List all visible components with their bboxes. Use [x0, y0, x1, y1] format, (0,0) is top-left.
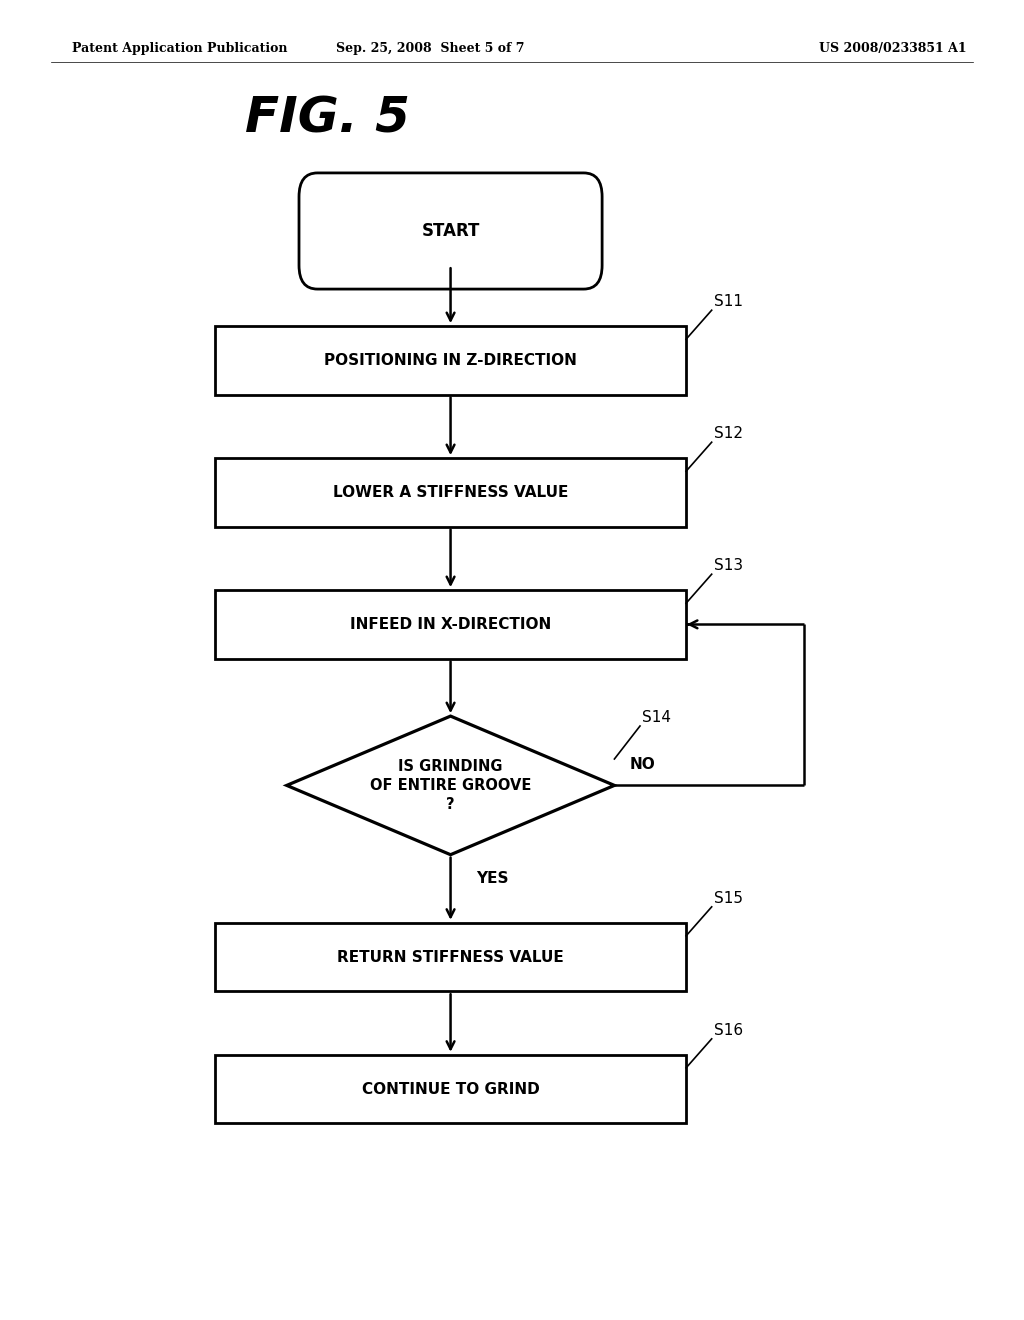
Bar — [215, 590, 686, 659]
Text: S11: S11 — [714, 294, 742, 309]
Text: IS GRINDING
OF ENTIRE GROOVE
?: IS GRINDING OF ENTIRE GROOVE ? — [370, 759, 531, 812]
Bar — [215, 1055, 686, 1123]
Text: S12: S12 — [714, 426, 742, 441]
Text: NO: NO — [630, 758, 655, 772]
Text: S15: S15 — [714, 891, 742, 906]
Text: S14: S14 — [642, 710, 671, 725]
Text: FIG. 5: FIG. 5 — [245, 95, 411, 143]
Bar — [215, 923, 686, 991]
Text: YES: YES — [476, 871, 509, 886]
Text: POSITIONING IN Z-DIRECTION: POSITIONING IN Z-DIRECTION — [325, 352, 577, 368]
Text: US 2008/0233851 A1: US 2008/0233851 A1 — [819, 42, 967, 55]
Text: S13: S13 — [714, 558, 742, 573]
Bar — [215, 326, 686, 395]
Bar — [215, 458, 686, 527]
Text: Sep. 25, 2008  Sheet 5 of 7: Sep. 25, 2008 Sheet 5 of 7 — [336, 42, 524, 55]
Text: START: START — [421, 222, 480, 240]
Text: RETURN STIFFNESS VALUE: RETURN STIFFNESS VALUE — [337, 949, 564, 965]
Text: S16: S16 — [714, 1023, 742, 1038]
FancyBboxPatch shape — [299, 173, 602, 289]
Text: Patent Application Publication: Patent Application Publication — [72, 42, 287, 55]
Text: INFEED IN X-DIRECTION: INFEED IN X-DIRECTION — [350, 616, 551, 632]
Polygon shape — [287, 715, 614, 855]
Text: LOWER A STIFFNESS VALUE: LOWER A STIFFNESS VALUE — [333, 484, 568, 500]
Text: CONTINUE TO GRIND: CONTINUE TO GRIND — [361, 1081, 540, 1097]
